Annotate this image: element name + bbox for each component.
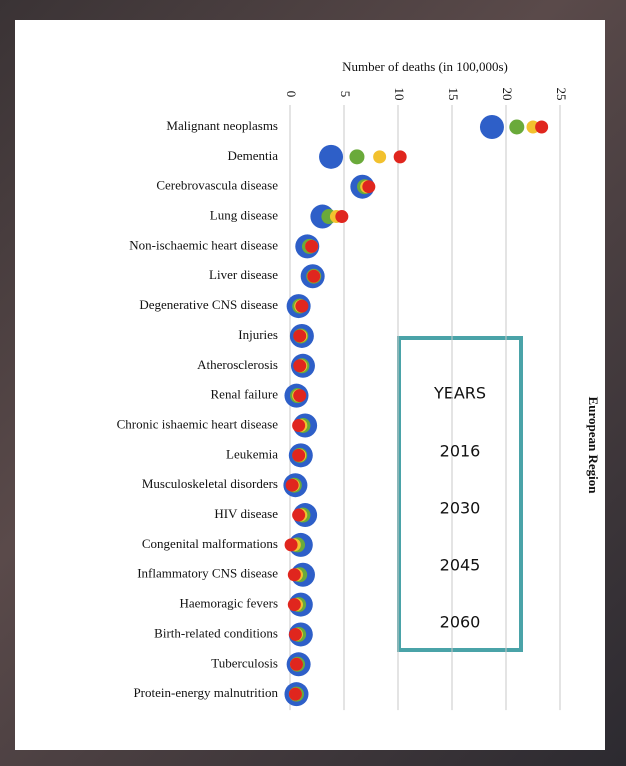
side-label: European Region — [586, 397, 601, 495]
x-tick-label: 20 — [500, 88, 515, 101]
data-dot — [288, 598, 301, 611]
page: {"chart_data": { "type": "dot", "title":… — [0, 0, 626, 766]
category-label: Atherosclerosis — [197, 357, 278, 372]
category-label: Malignant neoplasms — [166, 118, 278, 133]
data-dot — [394, 150, 407, 163]
data-dot — [295, 300, 308, 313]
data-dot — [319, 145, 343, 169]
axis-title: Number of deaths (in 100,000s) — [342, 59, 508, 74]
data-dot — [509, 120, 524, 135]
category-label: Degenerative CNS disease — [139, 297, 278, 312]
category-label: Birth-related conditions — [154, 625, 278, 640]
legend-entry: 2016 — [440, 442, 481, 461]
category-label: Renal failure — [211, 387, 279, 402]
legend-entry: 2045 — [440, 556, 481, 575]
x-tick-label: 15 — [446, 88, 461, 101]
data-dot — [373, 150, 386, 163]
data-dot — [290, 658, 303, 671]
category-label: Lung disease — [210, 208, 278, 223]
category-label: Leukemia — [226, 446, 278, 461]
category-label: Liver disease — [209, 267, 278, 282]
category-label: Dementia — [227, 148, 278, 163]
chart: Number of deaths (in 100,000s) European … — [0, 0, 626, 766]
category-label: Cerebrovascula disease — [156, 178, 278, 193]
category-label: Injuries — [238, 327, 278, 342]
category-label: Musculoskeletal disorders — [142, 476, 278, 491]
category-label: Congenital malformations — [142, 536, 278, 551]
legend-entry: 2060 — [440, 613, 481, 632]
legend-title: YEARS — [433, 384, 486, 403]
x-tick-label: 25 — [554, 88, 569, 101]
data-dot — [288, 568, 301, 581]
x-tick-label: 5 — [338, 91, 353, 98]
data-dot — [292, 419, 305, 432]
data-dot — [292, 449, 305, 462]
data-dot — [335, 210, 348, 223]
data-dot — [307, 270, 320, 283]
x-tick-label: 0 — [284, 91, 299, 98]
category-label: HIV disease — [214, 506, 278, 521]
data-dot — [535, 121, 548, 134]
data-dot — [286, 479, 299, 492]
category-label: Non-ischaemic heart disease — [129, 237, 278, 252]
category-label: Chronic ishaemic heart disease — [117, 416, 279, 431]
data-dot — [305, 240, 318, 253]
category-label: Tuberculosis — [211, 655, 278, 670]
data-dot — [480, 115, 504, 139]
data-dot — [292, 509, 305, 522]
data-dot — [289, 688, 302, 701]
data-dot — [293, 389, 306, 402]
data-dot — [285, 538, 298, 551]
data-dot — [293, 359, 306, 372]
category-label: Haemoragic fevers — [179, 596, 278, 611]
x-tick-label: 10 — [392, 88, 407, 101]
data-dot — [293, 329, 306, 342]
legend-entry: 2030 — [440, 499, 481, 518]
data-dot — [349, 149, 364, 164]
data-dot — [362, 180, 375, 193]
category-label: Protein-energy malnutrition — [133, 685, 278, 700]
category-label: Inflammatory CNS disease — [137, 566, 278, 581]
data-dot — [289, 628, 302, 641]
